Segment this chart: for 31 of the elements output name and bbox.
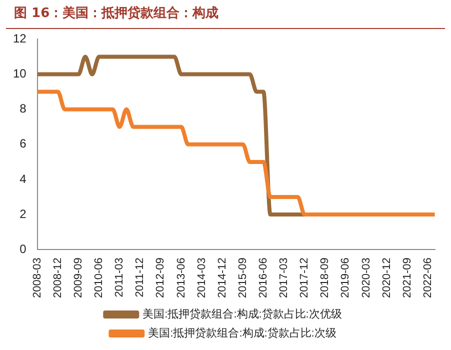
x-tick-label: 2010-06 — [93, 258, 106, 298]
chart-title: 图 16：美国：抵押贷款组合：构成 — [6, 0, 445, 29]
x-tick-label: 2014-12 — [216, 258, 228, 298]
x-tick-label: 2018-09 — [319, 258, 332, 298]
x-tick-label: 2012-09 — [154, 258, 167, 298]
x-tick-label: 2008-03 — [31, 258, 44, 298]
x-tick-label: 2009-09 — [72, 258, 84, 298]
y-tick-label: 6 — [20, 136, 27, 151]
x-tick-label: 2020-03 — [360, 258, 372, 298]
y-tick-label: 0 — [20, 242, 27, 256]
legend-label: 美国:抵押贷款组合:构成:贷款占比:次优级 — [142, 308, 342, 321]
x-tick-label: 2011-03 — [114, 258, 126, 298]
y-tick-label: 12 — [12, 32, 27, 46]
x-tick-label: 2019-06 — [340, 258, 352, 298]
legend-label: 美国:抵押贷款组合:构成:贷款占比:次级 — [148, 326, 336, 340]
x-tick-label: 2016-06 — [258, 258, 270, 298]
x-tick-label: 2013-06 — [175, 258, 188, 298]
y-tick-label: 4 — [20, 172, 27, 186]
y-tick-label: 2 — [20, 206, 27, 221]
x-tick-label: 2008-12 — [52, 258, 64, 298]
x-tick-label: 2021-09 — [401, 258, 414, 298]
y-tick-label: 8 — [20, 102, 27, 116]
line-series — [35, 90, 437, 217]
x-tick-label: 2017-12 — [298, 258, 311, 298]
x-tick-label: 2011-12 — [134, 258, 146, 298]
y-tick-label: 10 — [12, 66, 27, 81]
x-tick-label: 2022-06 — [422, 258, 434, 298]
x-tick-label: 2020-12 — [380, 258, 393, 298]
x-tick-label: 2015-09 — [236, 258, 249, 298]
x-tick-label: 2017-03 — [278, 258, 290, 298]
x-tick-label: 2014-03 — [196, 258, 208, 298]
